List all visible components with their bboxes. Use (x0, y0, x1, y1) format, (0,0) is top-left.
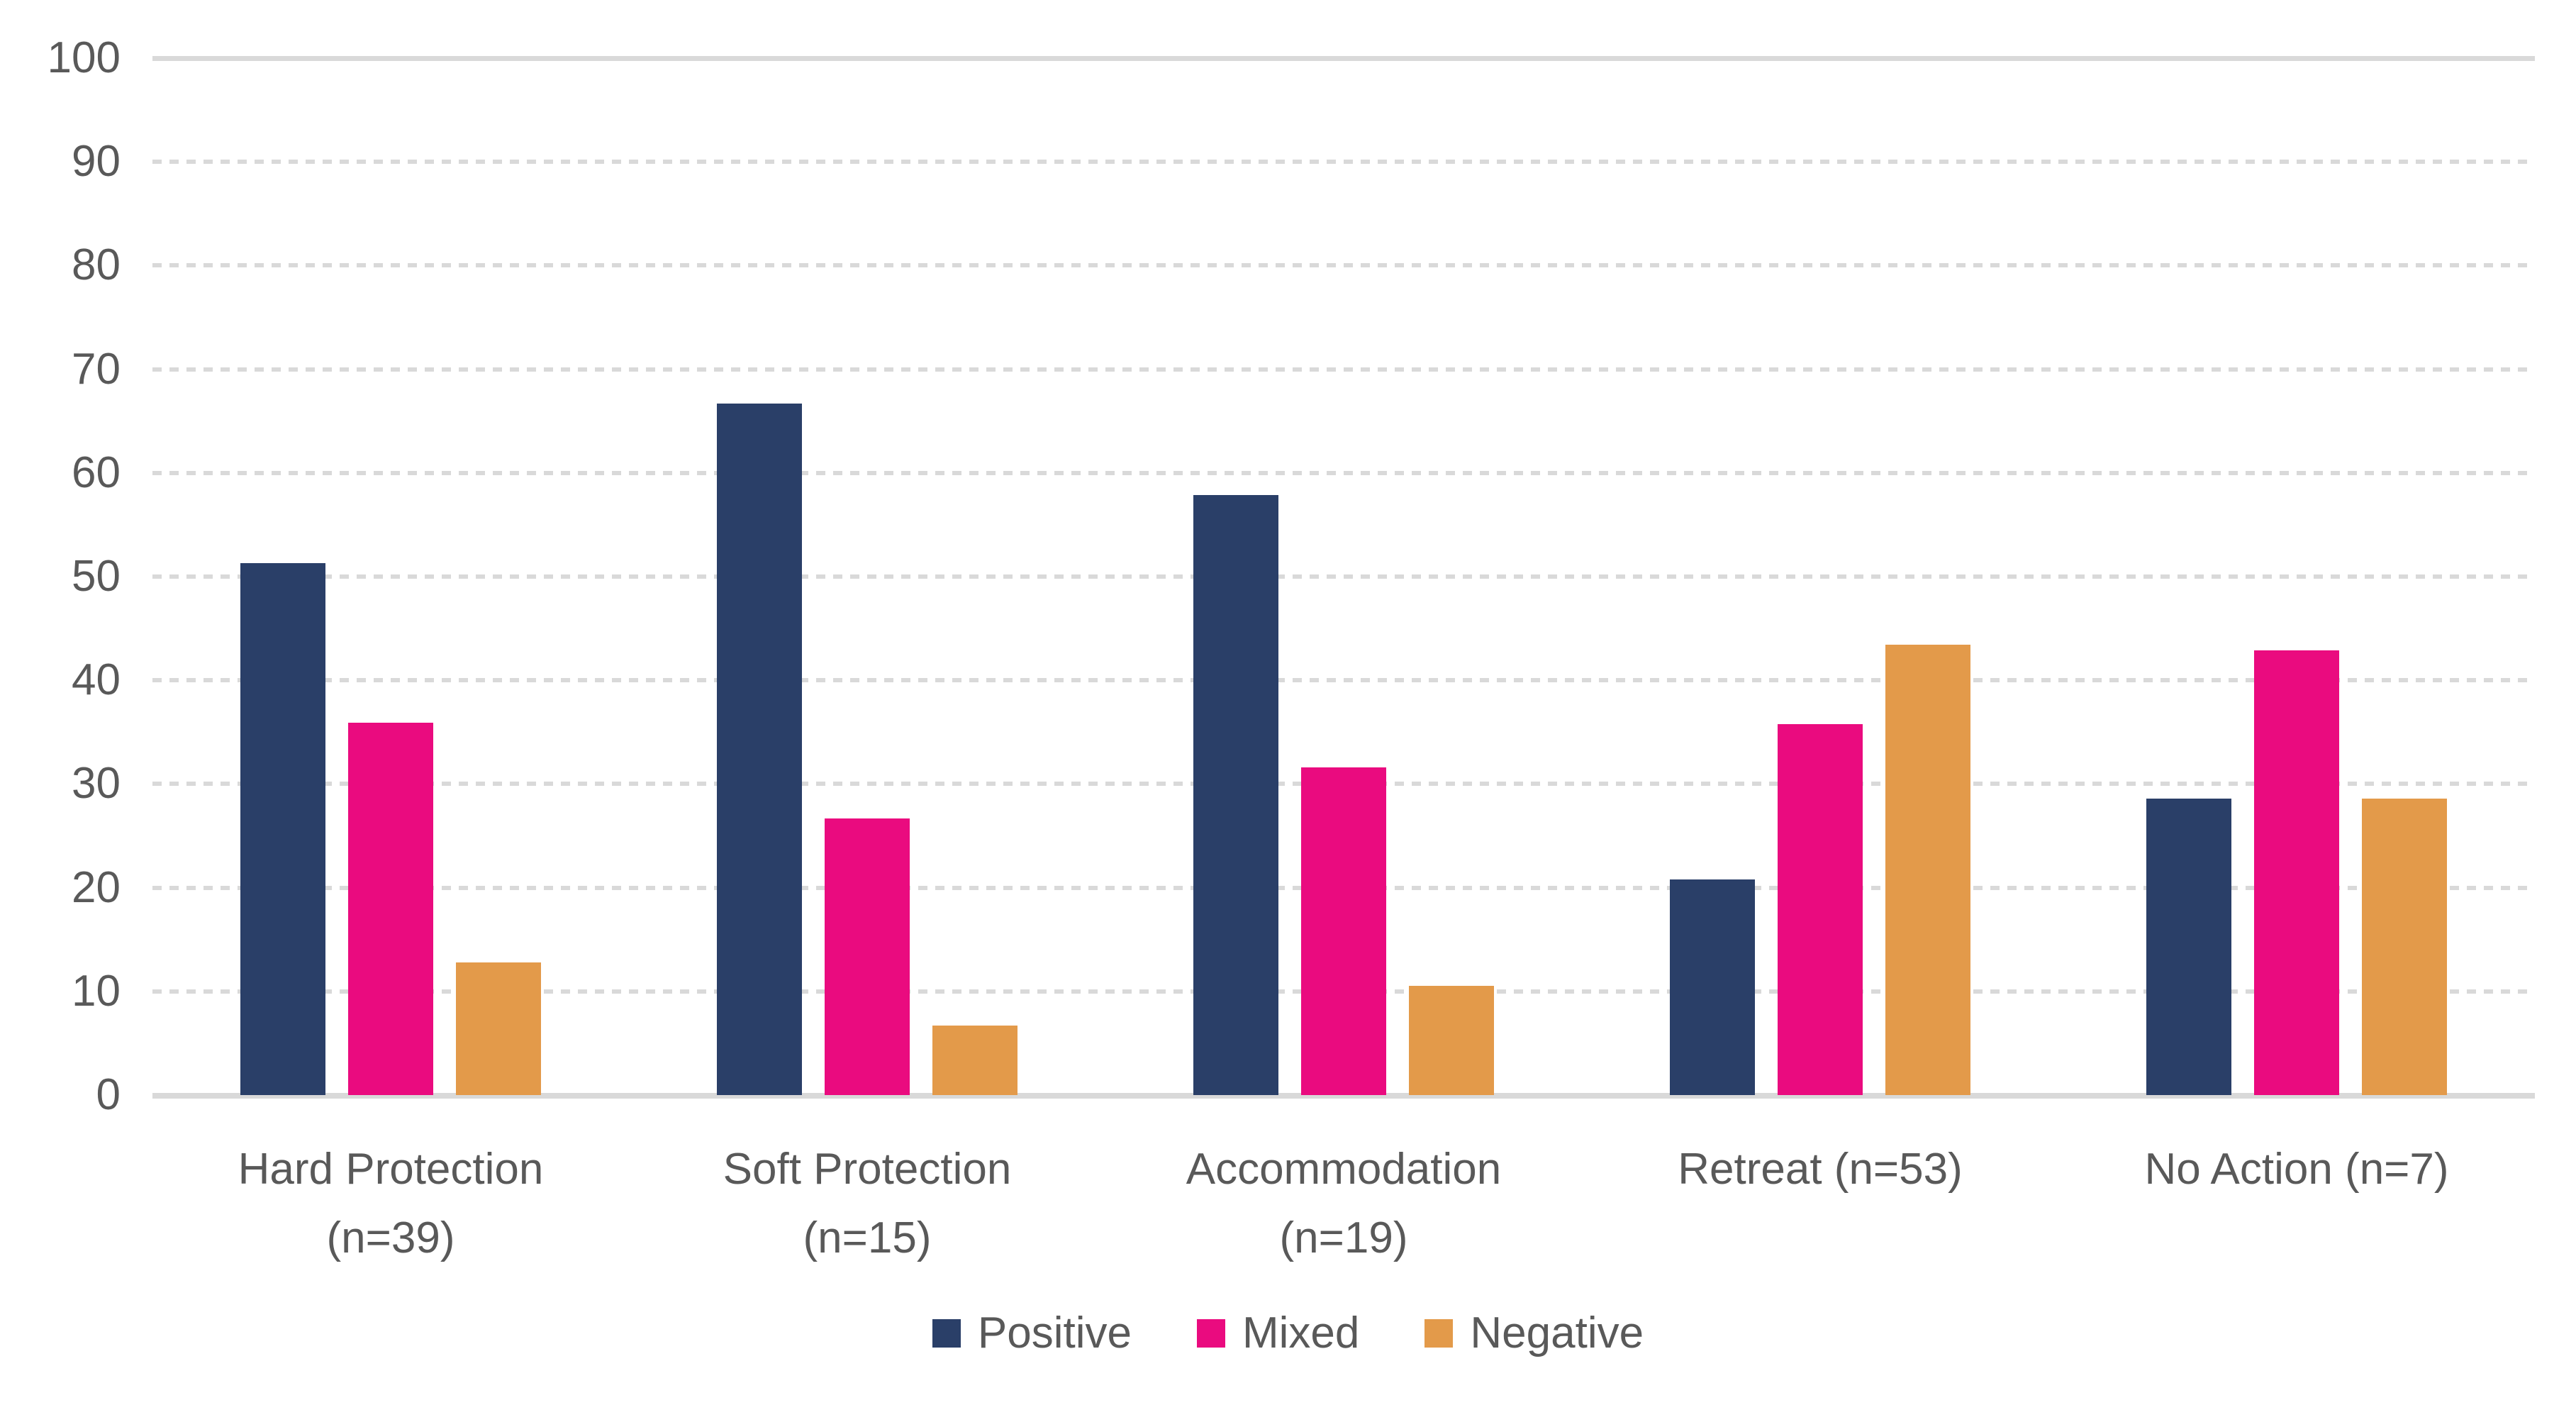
y-tick-label-70: 70 (72, 344, 121, 394)
category-label-4: Retreat (n=53) (1678, 1145, 1963, 1194)
category-label-5: No Action (n=7) (2144, 1145, 2449, 1194)
y-tick-label-30: 30 (72, 759, 121, 809)
gridline-80 (152, 263, 2535, 268)
category-label-2: Soft Protection (n=15) (723, 1145, 1012, 1262)
gridline-90 (152, 160, 2535, 165)
legend-item-mixed: Mixed (1197, 1309, 1359, 1358)
legend-item-negative: Negative (1424, 1309, 1644, 1358)
bar-mixed-category-5 (2254, 650, 2339, 1095)
gridline-40 (152, 678, 2535, 683)
gridline-70 (152, 367, 2535, 372)
bar-mixed-category-4 (1778, 723, 1863, 1095)
bar-positive-category-1 (240, 562, 325, 1095)
category-label-3: Accommodation (n=19) (1186, 1145, 1502, 1262)
bar-negative-category-1 (456, 962, 541, 1095)
bar-mixed-category-1 (348, 723, 433, 1095)
y-tick-label-60: 60 (72, 448, 121, 497)
bar-positive-category-2 (717, 403, 802, 1095)
bar-mixed-category-2 (825, 818, 910, 1095)
y-tick-label-0: 0 (96, 1070, 121, 1119)
bar-negative-category-4 (1885, 645, 1970, 1095)
gridline-50 (152, 574, 2535, 579)
bar-positive-category-4 (1670, 879, 1755, 1095)
legend: Positive Mixed Negative (0, 1309, 2576, 1358)
legend-swatch-icon (1424, 1319, 1454, 1348)
legend-label: Negative (1470, 1309, 1644, 1357)
y-tick-label-50: 50 (72, 552, 121, 601)
x-axis-line (152, 1093, 2535, 1099)
y-tick-label-100: 100 (47, 33, 121, 82)
legend-swatch-icon (1197, 1319, 1225, 1348)
y-tick-label-10: 10 (72, 966, 121, 1016)
bar-negative-category-2 (932, 1026, 1017, 1095)
bar-positive-category-5 (2146, 798, 2231, 1095)
bar-negative-category-5 (2362, 798, 2447, 1095)
bar-mixed-category-3 (1301, 767, 1386, 1095)
gridline-100 (152, 56, 2535, 61)
gridline-60 (152, 470, 2535, 475)
y-tick-label-90: 90 (72, 137, 121, 187)
legend-swatch-icon (932, 1319, 961, 1348)
legend-label: Mixed (1242, 1309, 1360, 1357)
bar-positive-category-3 (1193, 494, 1278, 1095)
bar-negative-category-3 (1409, 986, 1494, 1095)
y-tick-label-40: 40 (72, 655, 121, 705)
legend-label: Positive (977, 1309, 1132, 1357)
category-label-1: Hard Protection (n=39) (238, 1145, 544, 1262)
y-tick-label-80: 80 (72, 240, 121, 290)
y-tick-label-20: 20 (72, 862, 121, 912)
legend-item-positive: Positive (932, 1309, 1132, 1358)
